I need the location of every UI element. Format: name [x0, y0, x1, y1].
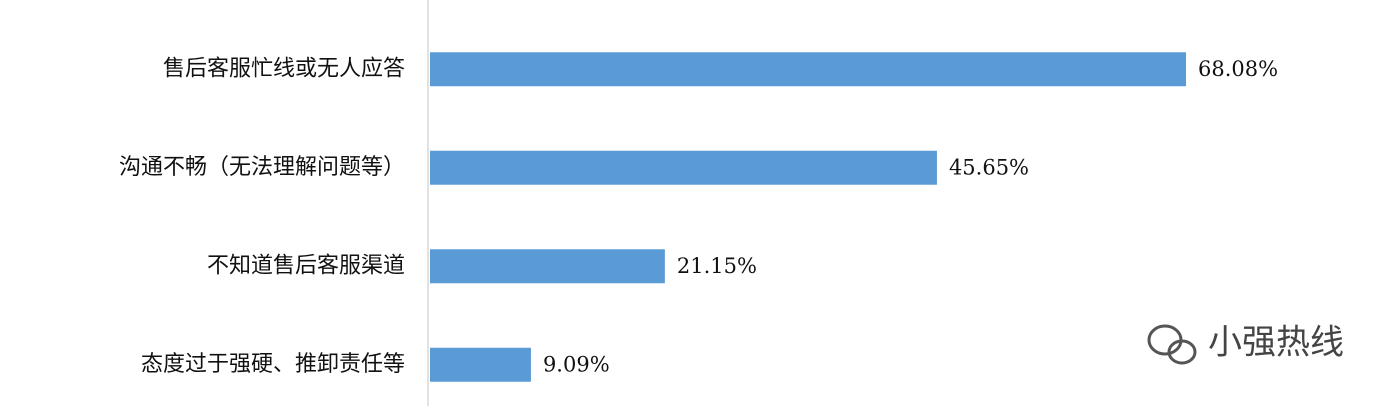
value-label: 21.15% — [677, 254, 757, 278]
category-label: 售后客服忙线或无人应答 — [163, 56, 405, 81]
value-label: 68.08% — [1198, 57, 1278, 81]
value-label: 9.09% — [543, 352, 610, 376]
watermark-icon — [1147, 324, 1197, 365]
bar — [430, 249, 665, 284]
bar — [430, 52, 1187, 87]
watermark: 小强热线 — [1208, 323, 1344, 363]
value-label: 45.65% — [949, 155, 1029, 179]
category-label: 不知道售后客服渠道 — [207, 253, 405, 278]
category-label: 态度过于强硬、推卸责任等 — [141, 352, 405, 377]
category-label: 沟通不畅（无法理解问题等） — [119, 155, 405, 180]
bar — [430, 150, 937, 185]
bar — [430, 347, 531, 382]
